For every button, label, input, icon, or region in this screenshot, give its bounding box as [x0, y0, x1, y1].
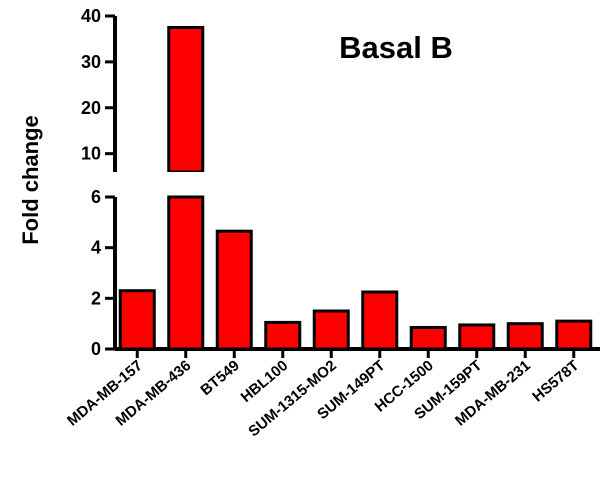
bar-hcc-1500 [409, 325, 447, 351]
y-tick-label: 30 [81, 52, 101, 72]
y-tick-label: 20 [81, 98, 101, 118]
bar-bt549 [215, 229, 253, 351]
y-tick-label: 2 [91, 288, 101, 308]
bar-mda-mb-436 [167, 25, 205, 174]
y-tick-label: 40 [81, 6, 101, 26]
y-tick-label: 0 [91, 339, 101, 359]
bar-hbl100 [264, 320, 302, 351]
x-tick-label: BT549 [197, 357, 242, 399]
y-tick-label: 4 [91, 238, 101, 258]
bar-sum-149pt [361, 290, 399, 351]
y-tick-label: 10 [81, 144, 101, 164]
bar-sum-1315-mo2 [312, 309, 350, 351]
bars [118, 25, 593, 351]
chart-title: Basal B [339, 30, 453, 65]
y-axis-ticks: 0 2 4 6 10 20 30 40 [81, 6, 115, 359]
bar-mda-mb-436-break-gap [165, 172, 206, 196]
y-axis-title: Fold change [18, 115, 43, 245]
bar-mda-mb-157 [118, 289, 156, 351]
x-tick-label: SUM-1315-MO2 [245, 357, 340, 440]
bar-mda-mb-436-lower [167, 195, 205, 351]
bar-hs578t [555, 319, 593, 351]
bar-mda-mb-231 [506, 322, 544, 351]
y-tick-label: 6 [91, 187, 101, 207]
bar-sum-159pt [458, 323, 496, 351]
x-tick-label: HS578T [529, 357, 582, 405]
